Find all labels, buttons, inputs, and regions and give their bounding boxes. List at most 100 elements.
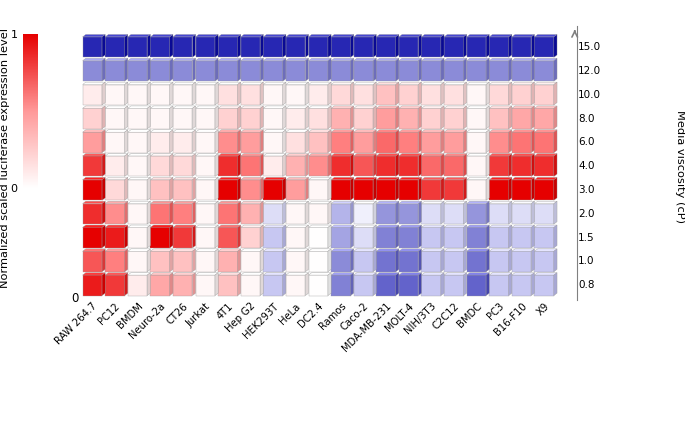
Polygon shape xyxy=(196,132,215,153)
Polygon shape xyxy=(83,180,102,200)
Polygon shape xyxy=(464,201,466,224)
Polygon shape xyxy=(466,106,489,108)
Polygon shape xyxy=(128,82,151,84)
Text: Media viscosity (cP): Media viscosity (cP) xyxy=(675,110,684,223)
Polygon shape xyxy=(151,201,173,204)
Polygon shape xyxy=(128,132,147,153)
Polygon shape xyxy=(353,84,373,105)
Polygon shape xyxy=(441,154,444,176)
Polygon shape xyxy=(396,58,399,81)
Polygon shape xyxy=(215,201,218,224)
Polygon shape xyxy=(240,204,260,224)
Polygon shape xyxy=(353,82,376,84)
Polygon shape xyxy=(128,108,147,129)
Polygon shape xyxy=(353,251,373,272)
Polygon shape xyxy=(534,201,557,204)
Polygon shape xyxy=(512,251,532,272)
Polygon shape xyxy=(441,273,444,296)
Polygon shape xyxy=(105,154,128,156)
Polygon shape xyxy=(306,154,308,176)
Polygon shape xyxy=(444,273,466,275)
Polygon shape xyxy=(554,154,557,176)
Polygon shape xyxy=(240,130,263,132)
Polygon shape xyxy=(240,132,260,153)
Polygon shape xyxy=(444,82,466,84)
Polygon shape xyxy=(105,108,125,129)
Polygon shape xyxy=(444,201,466,204)
Polygon shape xyxy=(218,251,238,272)
Polygon shape xyxy=(240,82,263,84)
Polygon shape xyxy=(489,225,512,227)
Polygon shape xyxy=(353,178,376,180)
Polygon shape xyxy=(512,37,532,57)
Polygon shape xyxy=(218,227,238,248)
Polygon shape xyxy=(532,154,534,176)
Polygon shape xyxy=(399,61,419,81)
Polygon shape xyxy=(192,130,196,153)
Polygon shape xyxy=(399,37,419,57)
Polygon shape xyxy=(173,37,192,57)
Polygon shape xyxy=(376,156,396,176)
Polygon shape xyxy=(263,180,283,200)
Polygon shape xyxy=(441,225,444,248)
Polygon shape xyxy=(399,156,419,176)
Polygon shape xyxy=(466,204,486,224)
Polygon shape xyxy=(83,154,105,156)
Polygon shape xyxy=(466,178,489,180)
Polygon shape xyxy=(351,178,353,200)
Polygon shape xyxy=(534,58,557,61)
Polygon shape xyxy=(196,249,218,251)
Polygon shape xyxy=(534,35,557,37)
Polygon shape xyxy=(466,82,489,84)
Polygon shape xyxy=(489,108,509,129)
Polygon shape xyxy=(532,58,534,81)
Polygon shape xyxy=(147,154,151,176)
Polygon shape xyxy=(373,154,376,176)
Polygon shape xyxy=(376,225,399,227)
Polygon shape xyxy=(308,156,328,176)
Polygon shape xyxy=(196,84,215,105)
Polygon shape xyxy=(376,180,396,200)
Polygon shape xyxy=(532,201,534,224)
Polygon shape xyxy=(512,61,532,81)
Polygon shape xyxy=(196,61,215,81)
Polygon shape xyxy=(328,106,331,129)
Polygon shape xyxy=(399,204,419,224)
Polygon shape xyxy=(306,225,308,248)
Polygon shape xyxy=(396,225,399,248)
Polygon shape xyxy=(218,273,240,275)
Polygon shape xyxy=(286,225,308,227)
Polygon shape xyxy=(466,156,486,176)
Polygon shape xyxy=(151,106,173,108)
Polygon shape xyxy=(554,106,557,129)
Polygon shape xyxy=(240,156,260,176)
Polygon shape xyxy=(444,180,464,200)
Polygon shape xyxy=(105,132,125,153)
Polygon shape xyxy=(421,180,441,200)
Polygon shape xyxy=(509,154,512,176)
Polygon shape xyxy=(286,106,308,108)
Polygon shape xyxy=(444,61,464,81)
Polygon shape xyxy=(376,132,396,153)
Polygon shape xyxy=(466,132,486,153)
Polygon shape xyxy=(441,58,444,81)
Polygon shape xyxy=(147,130,151,153)
Polygon shape xyxy=(399,273,421,275)
Polygon shape xyxy=(263,130,286,132)
Polygon shape xyxy=(238,130,240,153)
Polygon shape xyxy=(105,275,125,296)
Polygon shape xyxy=(151,156,170,176)
Polygon shape xyxy=(218,37,238,57)
Polygon shape xyxy=(466,108,486,129)
Polygon shape xyxy=(147,201,151,224)
Polygon shape xyxy=(151,82,173,84)
Polygon shape xyxy=(376,37,396,57)
Polygon shape xyxy=(260,82,263,105)
Polygon shape xyxy=(128,249,151,251)
Polygon shape xyxy=(331,249,353,251)
Polygon shape xyxy=(218,35,240,37)
Polygon shape xyxy=(373,225,376,248)
Polygon shape xyxy=(83,227,102,248)
Polygon shape xyxy=(419,178,421,200)
Polygon shape xyxy=(238,249,240,272)
